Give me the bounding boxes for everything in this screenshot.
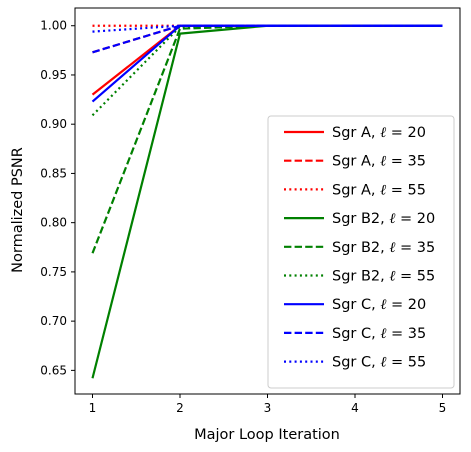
x-tick-label: 2 xyxy=(176,401,184,415)
x-tick-label: 1 xyxy=(89,401,97,415)
legend-label: Sgr B2, ℓ = 20 xyxy=(332,211,435,227)
series-line-2 xyxy=(92,24,443,54)
x-tick-label: 4 xyxy=(351,401,359,415)
plot-area xyxy=(91,24,443,379)
x-tick-label: 5 xyxy=(439,401,447,415)
legend-label: Sgr B2, ℓ = 55 xyxy=(332,269,435,285)
y-tick-label: 0.80 xyxy=(40,216,67,230)
series-line-6 xyxy=(91,24,443,117)
legend-label: Sgr C, ℓ = 35 xyxy=(332,326,426,342)
series-line-8 xyxy=(92,24,443,54)
legend-label: Sgr C, ℓ = 55 xyxy=(332,355,426,371)
legend-box xyxy=(267,115,455,389)
series-line-9 xyxy=(92,24,443,33)
y-tick-label: 0.70 xyxy=(40,314,67,328)
y-axis-label: Normalized PSNR xyxy=(10,147,26,273)
legend-label: Sgr C, ℓ = 20 xyxy=(332,297,426,313)
legend-label: Sgr A, ℓ = 20 xyxy=(332,125,426,141)
y-tick-label: 0.75 xyxy=(40,265,67,279)
series-line-5 xyxy=(91,24,443,254)
x-axis-label: Major Loop Iteration xyxy=(194,427,340,443)
legend-label: Sgr A, ℓ = 35 xyxy=(332,154,426,170)
legend-label: Sgr B2, ℓ = 35 xyxy=(332,240,435,256)
y-tick-label: 1.00 xyxy=(40,19,67,33)
y-tick-label: 0.95 xyxy=(40,68,67,82)
legend: Sgr A, ℓ = 20 Sgr A, ℓ = 35 Sgr A, ℓ = 55 S… xyxy=(267,115,455,389)
y-tick-label: 0.65 xyxy=(40,363,67,377)
axes: 1 2 3 4 5 0.65 0.70 0.75 0.80 0.85 0.90 0.95 1.00 xyxy=(40,7,461,415)
legend-label: Sgr A, ℓ = 55 xyxy=(332,182,426,198)
x-tick-label: 3 xyxy=(264,401,272,415)
y-tick-label: 0.85 xyxy=(40,166,67,180)
y-tick-label: 0.90 xyxy=(40,117,67,131)
